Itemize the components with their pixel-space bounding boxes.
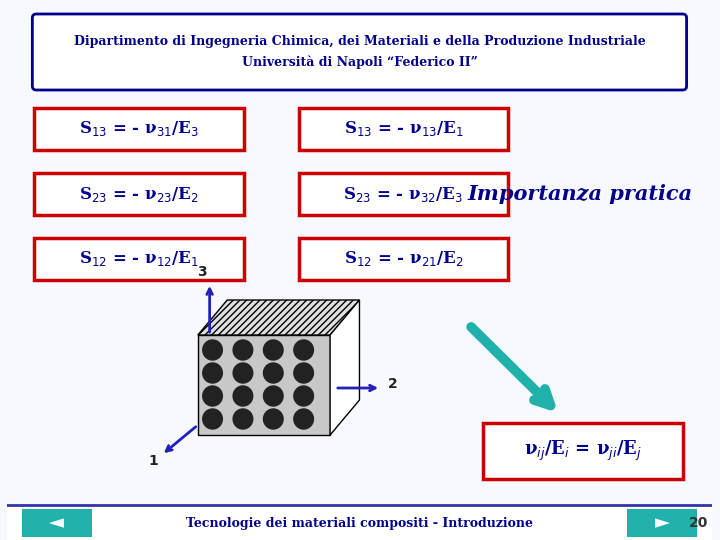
Circle shape (294, 386, 313, 406)
Circle shape (294, 409, 313, 429)
Text: S$_{23}$ = - ν$_{32}$/E$_3$: S$_{23}$ = - ν$_{32}$/E$_3$ (343, 185, 464, 204)
Circle shape (264, 363, 283, 383)
Circle shape (203, 340, 222, 360)
FancyBboxPatch shape (299, 173, 508, 215)
Circle shape (294, 340, 313, 360)
FancyBboxPatch shape (299, 108, 508, 150)
Text: 20: 20 (688, 516, 708, 530)
Circle shape (294, 363, 313, 383)
Text: Tecnologie dei materiali compositi - Introduzione: Tecnologie dei materiali compositi - Int… (186, 516, 533, 530)
Text: Università di Napoli “Federico II”: Università di Napoli “Federico II” (241, 55, 477, 69)
Text: 1: 1 (149, 454, 158, 468)
Text: S$_{13}$ = - ν$_{13}$/E$_1$: S$_{13}$ = - ν$_{13}$/E$_1$ (343, 119, 464, 138)
Circle shape (264, 340, 283, 360)
FancyBboxPatch shape (22, 509, 92, 537)
Circle shape (233, 340, 253, 360)
FancyBboxPatch shape (32, 14, 687, 90)
Text: S$_{23}$ = - ν$_{23}$/E$_2$: S$_{23}$ = - ν$_{23}$/E$_2$ (79, 185, 199, 204)
FancyBboxPatch shape (35, 108, 244, 150)
Text: S$_{12}$ = - ν$_{21}$/E$_2$: S$_{12}$ = - ν$_{21}$/E$_2$ (343, 249, 464, 268)
Circle shape (203, 363, 222, 383)
Polygon shape (198, 300, 359, 335)
Text: 2: 2 (388, 377, 397, 391)
FancyBboxPatch shape (627, 509, 698, 537)
FancyBboxPatch shape (299, 238, 508, 280)
Circle shape (203, 409, 222, 429)
Circle shape (233, 363, 253, 383)
FancyBboxPatch shape (483, 423, 683, 479)
FancyBboxPatch shape (35, 173, 244, 215)
Circle shape (203, 386, 222, 406)
Text: ◄: ◄ (50, 514, 64, 532)
Text: 3: 3 (197, 265, 207, 279)
Polygon shape (198, 335, 330, 435)
Text: ►: ► (654, 514, 670, 532)
Polygon shape (330, 300, 359, 435)
Text: S$_{12}$ = - ν$_{12}$/E$_1$: S$_{12}$ = - ν$_{12}$/E$_1$ (79, 249, 199, 268)
Text: Importanza pratica: Importanza pratica (467, 184, 693, 204)
FancyBboxPatch shape (35, 238, 244, 280)
FancyBboxPatch shape (7, 505, 712, 540)
Text: ν$_{ij}$/E$_i$ = ν$_{ji}$/E$_j$: ν$_{ij}$/E$_i$ = ν$_{ji}$/E$_j$ (523, 439, 642, 463)
Text: Dipartimento di Ingegneria Chimica, dei Materiali e della Produzione Industriale: Dipartimento di Ingegneria Chimica, dei … (73, 36, 645, 49)
Text: S$_{13}$ = - ν$_{31}$/E$_3$: S$_{13}$ = - ν$_{31}$/E$_3$ (79, 119, 199, 138)
Circle shape (264, 386, 283, 406)
Circle shape (264, 409, 283, 429)
Circle shape (233, 409, 253, 429)
Circle shape (233, 386, 253, 406)
